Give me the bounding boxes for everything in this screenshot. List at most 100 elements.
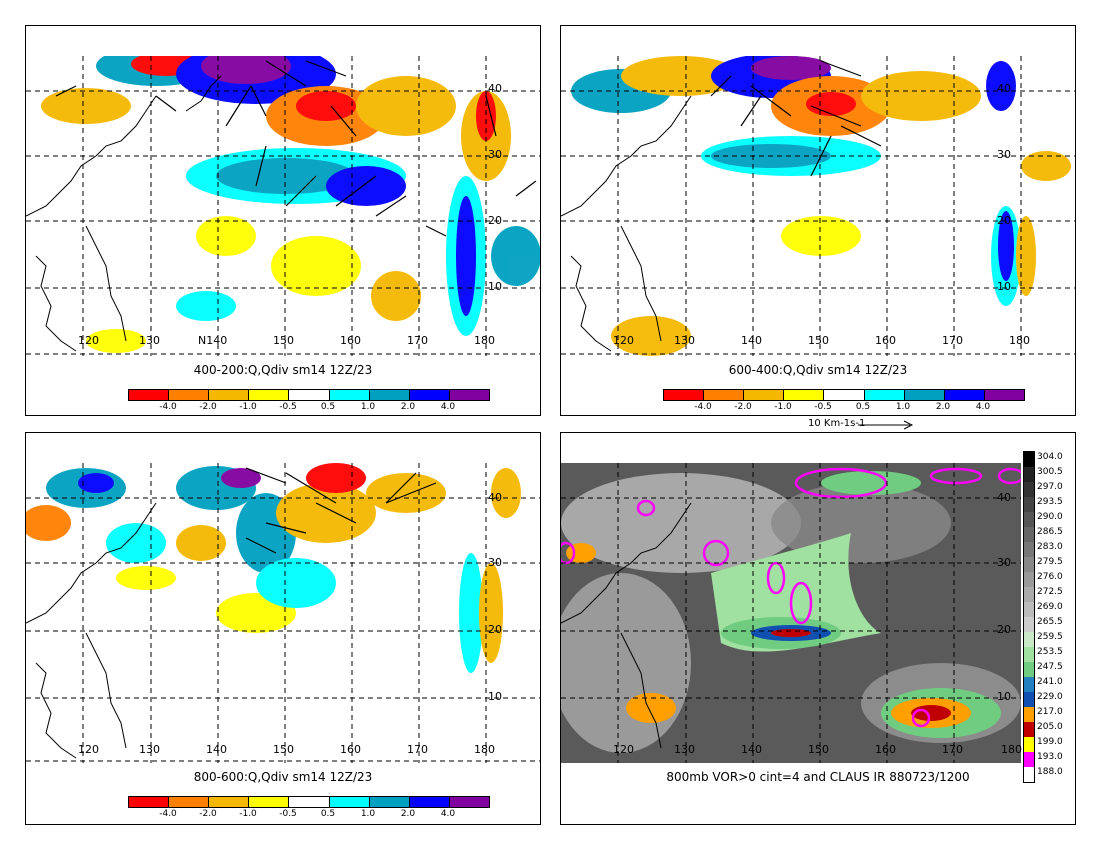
ir-colorbar-tick-label: 265.5 [1037,617,1063,627]
ir-colorbar-swatch [1024,722,1034,737]
ir-colorbar-labels: 304.0 300.5 297.0 293.5 290.0 286.5 283.0 279.5… [1037,451,1075,781]
ir-colorbar-tick-label: 279.5 [1037,557,1063,567]
colorbar-tick-label: -2.0 [199,402,217,412]
ir-colorbar-swatch [1024,767,1034,782]
lon-label-140: 140 [206,743,227,756]
ir-colorbar-swatch [1024,512,1034,527]
panel-800-600: 120 130 140 150 160 170 180 40 30 20 10 … [25,432,541,825]
lon-label-130: 130 [674,743,695,756]
ir-colorbar-tick-label: 276.0 [1037,572,1063,582]
lat-label-10: 10 [997,690,1011,703]
map-plot-800-600 [26,463,540,763]
ir-colorbar-tick-label: 217.0 [1037,707,1063,717]
colorbar-swatch [129,797,170,807]
lat-label-30: 30 [997,556,1011,569]
colorbar [128,389,490,401]
lon-label-140: 140 [741,334,762,347]
colorbar-tick-label: 4.0 [440,402,456,412]
map-plot-400-200 [26,56,540,356]
colorbar-tick-label: 0.5 [855,402,871,412]
lon-label-160: 160 [340,334,361,347]
panel-title: 400-200:Q,Qdiv sm14 12Z/23 [193,363,373,377]
ir-colorbar-swatch [1024,482,1034,497]
lon-label-140-prefix: N [198,334,207,347]
ir-colorbar-swatch [1024,752,1034,767]
colorbar-swatch [409,797,450,807]
lon-label-150: 150 [273,334,294,347]
colorbar-tick-label: 1.0 [360,402,376,412]
map-graphic-600-400 [561,56,1075,356]
lat-label-10: 10 [488,280,502,293]
ir-colorbar-swatch [1024,542,1034,557]
ir-colorbar-tick-label: 290.0 [1037,512,1063,522]
lon-label-150: 150 [808,743,829,756]
lon-label-130: 130 [674,334,695,347]
ir-colorbar-swatch [1024,707,1034,722]
colorbar-swatch [129,390,170,400]
colorbar-swatch [289,390,330,400]
ir-colorbar-swatch [1024,692,1034,707]
panel-title: 800-600:Q,Qdiv sm14 12Z/23 [193,770,373,784]
ir-colorbar-swatch [1024,527,1034,542]
lon-label-160: 160 [340,743,361,756]
lon-label-140: 140 [741,743,762,756]
ir-colorbar-tick-label: 229.0 [1037,692,1063,702]
colorbar-tick-label: -4.0 [159,809,177,819]
lon-label-130: 130 [139,334,160,347]
colorbar-tick-label: 4.0 [440,809,456,819]
colorbar-swatch [409,390,450,400]
colorbar-tick-label: 2.0 [400,402,416,412]
panel-title: 800mb VOR>0 cint=4 and CLAUS IR 880723/1… [666,770,970,784]
lat-label-20: 20 [488,623,502,636]
panel-ir: 120 130 140 150 160 170 180 40 30 20 10 … [560,432,1076,825]
ir-colorbar [1023,451,1035,783]
lon-label-180: 180 [474,743,495,756]
vector-scale-label: 10 Km-1s-1 [808,418,866,429]
colorbar-swatch [704,390,745,400]
colorbar-tick-label: -2.0 [734,402,752,412]
ir-colorbar-swatch [1024,497,1034,512]
colorbar-swatch [904,390,945,400]
panel-400-200: 120 130 N140 150 160 170 180 40 30 20 10… [25,25,541,416]
lon-label-160: 160 [875,743,896,756]
lat-label-40: 40 [997,491,1011,504]
lon-label-150: 150 [273,743,294,756]
colorbar-tick-label: -2.0 [199,809,217,819]
colorbar-swatch [209,390,250,400]
ir-colorbar-tick-label: 272.5 [1037,587,1063,597]
colorbar-swatch [824,390,865,400]
ir-colorbar-swatch [1024,632,1034,647]
colorbar [128,796,490,808]
ir-colorbar-tick-label: 253.5 [1037,647,1063,657]
lon-label-140: N140 [198,334,227,347]
colorbar-tick-label: 4.0 [975,402,991,412]
ir-colorbar-tick-label: 259.5 [1037,632,1063,642]
ir-colorbar-tick-label: 286.5 [1037,527,1063,537]
lat-label-40: 40 [997,82,1011,95]
lat-label-20: 20 [997,623,1011,636]
lat-label-40: 40 [488,82,502,95]
ir-colorbar-tick-label: 293.5 [1037,497,1063,507]
lon-label-160: 160 [875,334,896,347]
colorbar-tick-label: 0.5 [320,402,336,412]
colorbar-tick-label: 2.0 [935,402,951,412]
colorbar-tick-label: 0.5 [320,809,336,819]
ir-colorbar-tick-label: 205.0 [1037,722,1063,732]
ir-colorbar-tick-label: 199.0 [1037,737,1063,747]
ir-colorbar-tick-label: 283.0 [1037,542,1063,552]
lon-label-120: 120 [78,334,99,347]
colorbar-swatch [744,390,785,400]
colorbar-tick-label: 1.0 [895,402,911,412]
lat-label-30: 30 [488,148,502,161]
map-graphic-800-600 [26,463,540,763]
lat-label-30: 30 [488,556,502,569]
colorbar-swatch [329,390,370,400]
ir-colorbar-swatch [1024,467,1034,482]
lon-label-120: 120 [78,743,99,756]
ir-colorbar-swatch [1024,662,1034,677]
lon-label-170: 170 [942,743,963,756]
lon-label-120: 120 [613,334,634,347]
colorbar-swatch [449,390,489,400]
lon-label-180: 180 [1009,334,1030,347]
colorbar-swatch [369,390,410,400]
